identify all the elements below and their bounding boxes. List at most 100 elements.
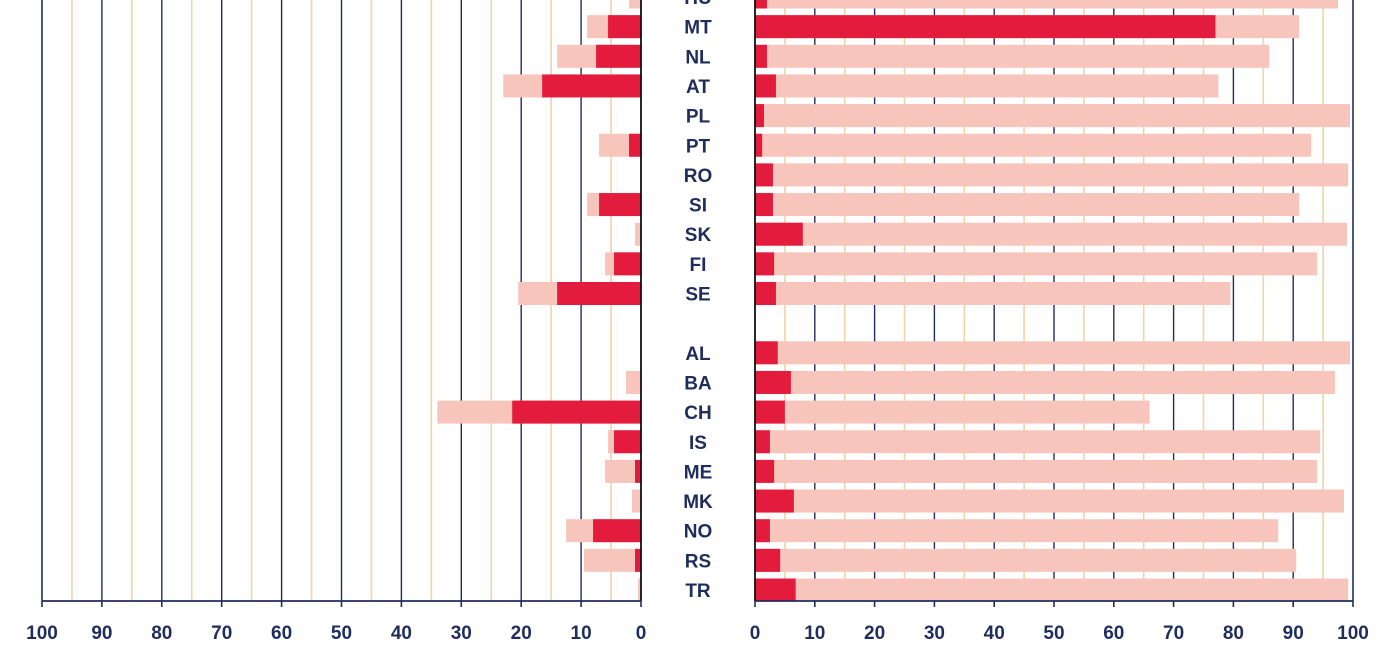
category-label-mk: MK — [683, 492, 713, 513]
bar-right-dark-at — [755, 74, 776, 98]
bar-left-dark-me — [635, 459, 641, 483]
bar-right-dark-se — [755, 282, 776, 305]
left-tick-label: 10 — [571, 623, 592, 644]
bar-right-dark-si — [755, 193, 773, 217]
category-label-nl: NL — [685, 47, 711, 68]
left-panel-bars — [437, 0, 641, 602]
category-label-at: AT — [686, 77, 710, 98]
category-label-mt: MT — [684, 18, 712, 39]
right-tick-label: 40 — [984, 623, 1005, 644]
bar-right-light-nl — [755, 44, 1270, 68]
right-tick-label: 90 — [1283, 623, 1304, 644]
right-panel-bars — [755, 0, 1351, 602]
left-tick-label: 100 — [26, 623, 58, 644]
bar-right-light-al — [755, 341, 1351, 365]
bar-right-light-mk — [755, 489, 1345, 513]
bar-left-light-me — [605, 459, 641, 483]
bar-left-dark-pt — [629, 133, 641, 157]
right-tick-label: 70 — [1163, 623, 1184, 644]
bar-right-light-sk — [755, 222, 1348, 246]
bar-right-dark-ba — [755, 370, 791, 394]
right-tick-label: 0 — [750, 623, 761, 644]
bar-left-dark-ch — [512, 400, 641, 424]
left-tick-label: 90 — [91, 623, 112, 644]
bar-left-dark-nl — [596, 44, 641, 68]
category-label-sk: SK — [685, 225, 712, 246]
bar-right-light-ro — [755, 163, 1349, 187]
category-label-is: IS — [689, 433, 707, 454]
bar-right-light-at — [755, 74, 1219, 98]
category-label-si: SI — [689, 196, 707, 217]
bar-left-dark-mt — [608, 15, 641, 39]
bar-right-light-ba — [755, 370, 1336, 394]
bar-right-dark-hu — [755, 0, 767, 9]
bar-right-dark-mt — [755, 15, 1216, 39]
category-label-ch: CH — [684, 403, 711, 424]
bar-right-dark-sk — [755, 222, 803, 246]
left-tick-label: 30 — [451, 623, 472, 644]
bar-right-light-pl — [755, 104, 1351, 128]
category-label-no: NO — [684, 522, 713, 543]
bar-left-dark-no — [593, 519, 641, 543]
bar-right-dark-me — [755, 459, 775, 483]
left-tick-label: 60 — [271, 623, 292, 644]
bar-right-dark-mk — [755, 489, 794, 513]
bar-right-light-hu — [755, 0, 1339, 9]
bar-left-light-sk — [635, 222, 641, 246]
right-tick-label: 100 — [1337, 623, 1369, 644]
bar-left-light-rs — [584, 548, 641, 572]
left-tick-label: 80 — [151, 623, 172, 644]
bar-right-dark-nl — [755, 44, 767, 68]
bar-right-dark-pt — [755, 133, 763, 157]
left-tick-label: 20 — [511, 623, 532, 644]
bar-left-dark-is — [614, 430, 641, 454]
left-tick-label: 50 — [331, 623, 352, 644]
bar-right-light-me — [755, 459, 1318, 483]
bar-right-dark-is — [755, 430, 770, 454]
bar-right-light-rs — [755, 548, 1297, 572]
bar-right-light-is — [755, 430, 1321, 454]
left-tick-label: 70 — [211, 623, 232, 644]
bar-left-light-hu — [629, 0, 641, 9]
category-label-tr: TR — [685, 581, 711, 602]
category-label-pl: PL — [686, 107, 711, 128]
left-tick-label: 40 — [391, 623, 412, 644]
bar-left-light-mk — [632, 489, 641, 513]
right-tick-label: 20 — [864, 623, 885, 644]
category-label-me: ME — [684, 462, 713, 483]
left-tick-label: 0 — [636, 623, 647, 644]
bar-left-dark-rs — [635, 548, 641, 572]
category-labels: HU MT NL AT PL PT RO SI SK FI SE AL BA CH IS ME MK NO RS TR — [683, 0, 713, 602]
bar-left-light-tr — [638, 578, 641, 602]
category-label-hu: HU — [684, 0, 711, 9]
bar-right-dark-fi — [755, 252, 775, 276]
category-label-ba: BA — [684, 373, 712, 394]
bar-right-dark-ro — [755, 163, 773, 187]
bar-right-light-tr — [755, 578, 1349, 602]
bar-right-light-si — [755, 193, 1300, 217]
right-tick-label: 60 — [1103, 623, 1124, 644]
right-tick-label: 50 — [1043, 623, 1064, 644]
left-panel-tick-labels: 100 90 80 70 60 50 40 30 20 10 0 — [26, 623, 646, 644]
bar-left-dark-fi — [614, 252, 641, 276]
bar-right-dark-no — [755, 519, 770, 543]
category-label-ro: RO — [684, 166, 713, 187]
bar-right-light-ch — [755, 400, 1150, 424]
bar-right-dark-rs — [755, 548, 781, 572]
bar-right-dark-pl — [755, 104, 764, 128]
right-tick-label: 10 — [804, 623, 825, 644]
bar-right-light-no — [755, 519, 1279, 543]
bar-right-light-se — [755, 282, 1231, 305]
category-label-fi: FI — [690, 255, 707, 276]
category-label-rs: RS — [685, 551, 711, 572]
right-tick-label: 80 — [1223, 623, 1244, 644]
left-panel-grid — [71, 0, 612, 601]
bar-left-dark-si — [599, 193, 641, 217]
right-tick-label: 30 — [924, 623, 945, 644]
category-label-se: SE — [685, 285, 710, 306]
bar-left-dark-at — [542, 74, 641, 98]
bar-right-light-fi — [755, 252, 1318, 276]
bar-right-light-pt — [755, 133, 1312, 157]
bar-left-dark-se — [557, 282, 641, 305]
